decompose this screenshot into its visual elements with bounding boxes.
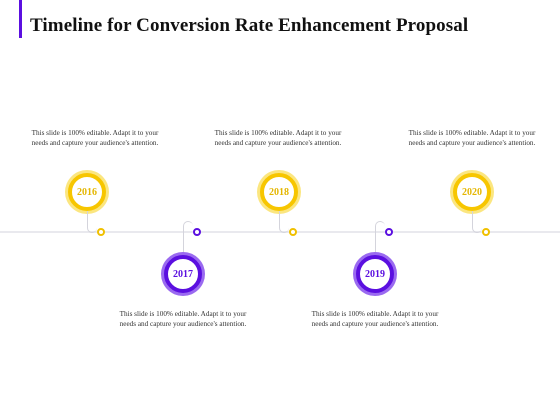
connector-line bbox=[87, 211, 97, 233]
connector-line bbox=[472, 211, 482, 233]
timeline-dot bbox=[97, 228, 105, 236]
year-badge: 2018 bbox=[260, 173, 298, 211]
connector-line bbox=[279, 211, 289, 233]
timeline-dot bbox=[385, 228, 393, 236]
year-badge: 2020 bbox=[453, 173, 491, 211]
title-accent-bar bbox=[19, 0, 22, 38]
connector-line bbox=[375, 221, 385, 253]
timeline-dot bbox=[289, 228, 297, 236]
milestone-description: This slide is 100% editable. Adapt it to… bbox=[214, 129, 342, 147]
year-badge: 2019 bbox=[356, 255, 394, 293]
milestone-description: This slide is 100% editable. Adapt it to… bbox=[311, 310, 439, 328]
milestone-description: This slide is 100% editable. Adapt it to… bbox=[119, 310, 247, 328]
year-badge: 2016 bbox=[68, 173, 106, 211]
year-badge: 2017 bbox=[164, 255, 202, 293]
timeline-dot bbox=[193, 228, 201, 236]
timeline-dot bbox=[482, 228, 490, 236]
milestone-description: This slide is 100% editable. Adapt it to… bbox=[31, 129, 159, 147]
page-title: Timeline for Conversion Rate Enhancement… bbox=[30, 15, 469, 36]
milestone-description: This slide is 100% editable. Adapt it to… bbox=[408, 129, 536, 147]
connector-line bbox=[183, 221, 193, 253]
